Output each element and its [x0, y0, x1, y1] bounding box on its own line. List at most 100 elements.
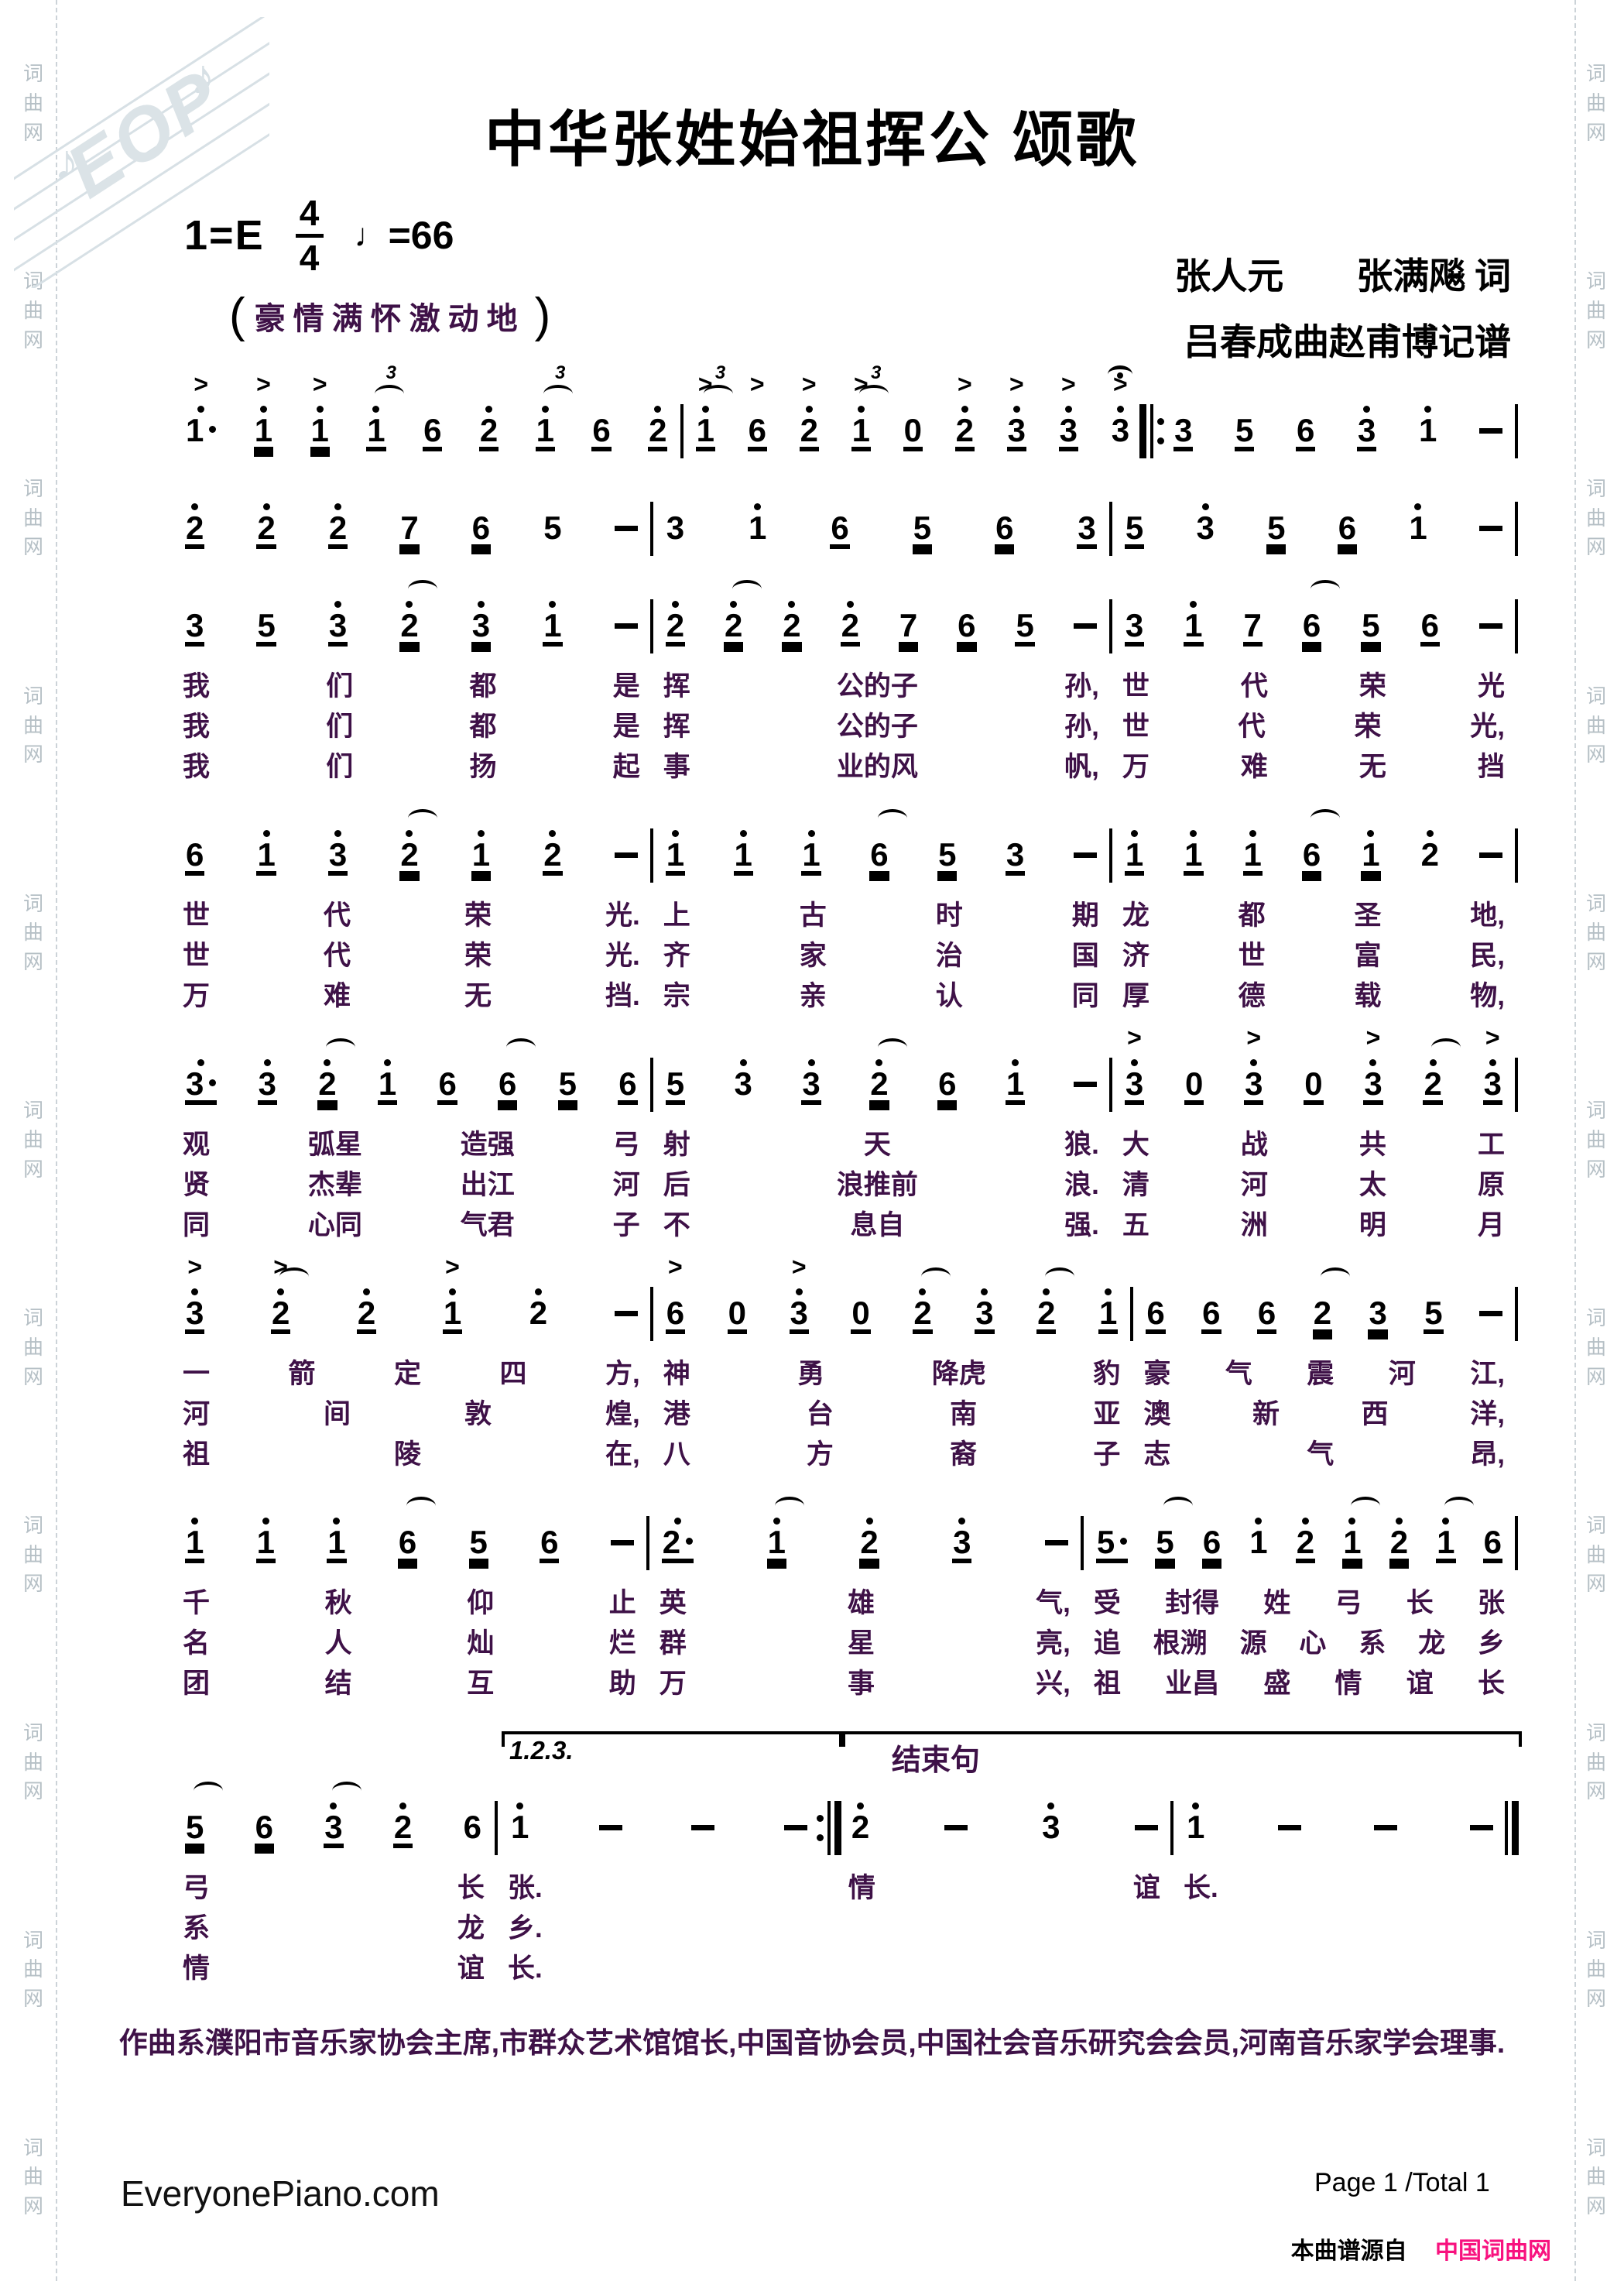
note: >2 — [955, 370, 975, 457]
note: 1 — [1184, 599, 1203, 652]
note-digit: 6 — [666, 1295, 685, 1331]
note — [1374, 1801, 1398, 1830]
note: 2 — [782, 599, 801, 652]
lyric-word: 河 — [1240, 1170, 1268, 1200]
octave-dot — [701, 406, 709, 413]
note: 1 — [378, 1058, 397, 1110]
barline-stroke — [1514, 1287, 1518, 1341]
barline-stroke — [1108, 828, 1112, 883]
lyric-line: 世 代 荣 光. — [176, 938, 646, 974]
octave-dot-above — [485, 404, 492, 414]
note-digit: 7 — [400, 509, 419, 546]
note-digit: 6 — [423, 412, 442, 448]
note: >3 — [1108, 365, 1133, 457]
octave-dot-above — [1250, 1058, 1258, 1068]
octave-dot-above — [1489, 1058, 1496, 1068]
note-digit: 3 — [975, 1295, 994, 1331]
octave-dot — [1116, 406, 1124, 413]
lyric-word: 时 — [935, 900, 963, 931]
note: 1 — [1249, 1516, 1268, 1569]
page-number: Page 1 /Total 1 — [1314, 2168, 1490, 2197]
octave-dot-above — [981, 1287, 988, 1297]
octave-dot-above — [671, 828, 679, 839]
octave-dot-above — [1348, 1516, 1356, 1526]
octave-dot-above — [1105, 1287, 1112, 1297]
expression-text: 豪情满怀激动地 — [254, 301, 526, 336]
fermata-mark — [1108, 365, 1133, 383]
note-digit: 3 — [1125, 1065, 1144, 1102]
lyric-word: 们 — [326, 752, 354, 782]
octave-dot — [919, 1288, 927, 1295]
measure: 5 6 3 2 6 — [176, 1767, 491, 1855]
lyric-line: 千秋仰止 — [176, 1586, 642, 1621]
lyric-word: 烂 — [608, 1628, 636, 1658]
note: 2 — [543, 828, 562, 881]
held-note-dash — [1073, 623, 1097, 629]
lyric-word: 源 — [1239, 1628, 1267, 1658]
note: 1 — [1418, 404, 1437, 457]
lyric-word: 长. — [1183, 1873, 1218, 1903]
lyric-word: 世 — [1122, 671, 1149, 701]
lyric-line: 贤 杰辈 出江 河 — [176, 1168, 646, 1203]
barline-stroke — [646, 1516, 649, 1570]
note: 6 — [1296, 404, 1315, 457]
barline-stroke — [1108, 1058, 1112, 1112]
note: 5 — [1266, 502, 1286, 554]
note-digit: 3 — [258, 1065, 276, 1102]
octave-dot-above — [795, 1287, 803, 1297]
note: 5 — [256, 599, 276, 652]
lyric-word: 港 — [663, 1399, 690, 1429]
octave-dot — [477, 830, 485, 837]
lyric-word: 南 — [950, 1399, 978, 1429]
paren-close: ) — [534, 289, 551, 342]
octave-dot — [384, 1059, 391, 1066]
lyric-word: 雄 — [847, 1588, 875, 1618]
note-digit: 1 — [310, 412, 329, 448]
lyric-line: 我们都是 — [176, 709, 646, 745]
measure: 3 5 6 3 1 — [1165, 370, 1511, 458]
note: 1 — [471, 828, 491, 881]
lyric-line: 宗亲认同 — [657, 979, 1105, 1014]
lyric-word: 世 — [1238, 941, 1266, 971]
accent-mark: > — [1485, 1024, 1500, 1051]
octave-dot — [549, 601, 557, 608]
octave-dot-above — [1012, 404, 1020, 414]
octave-dot-above — [807, 1058, 815, 1068]
lyric-word: 在, — [605, 1439, 640, 1470]
note-digit: 3 — [1483, 1065, 1502, 1102]
note-digit: 7 — [1243, 607, 1262, 643]
octave-dot-above — [448, 1287, 456, 1297]
lyric-line: 情谊 — [842, 1871, 1167, 1906]
slur-arc — [406, 1497, 436, 1515]
lyric-word: 谊 — [457, 1953, 485, 1984]
watermark-text: 词曲网 — [1585, 62, 1606, 144]
octave-dot — [1250, 1059, 1258, 1066]
note-digit: 1 — [1006, 1065, 1025, 1102]
lyric-word: 子 — [612, 1210, 640, 1240]
note-digit: 1 — [734, 836, 752, 873]
note: 2 — [185, 502, 204, 554]
lyric-word: 张. — [507, 1873, 543, 1903]
note-digit: 1 — [1243, 836, 1262, 873]
note: 3 — [952, 1516, 971, 1569]
note: 5 — [666, 1058, 685, 1110]
ending-label: 结束句 — [891, 1744, 980, 1777]
lyric-word: 扬 — [469, 752, 497, 782]
lyric-word: 我 — [183, 752, 211, 782]
lyric-line: 祖 陵 在, — [176, 1437, 646, 1473]
octave-dot-above — [671, 599, 679, 609]
note: 6 — [1302, 580, 1340, 652]
lyric-word: 西 — [1361, 1399, 1389, 1429]
lyric-word: 挥 — [663, 671, 690, 701]
note: 6 — [869, 809, 907, 881]
lyric-word: 杰辈 — [307, 1170, 362, 1200]
lyric-word: 结 — [324, 1669, 352, 1699]
note-digit: 3 — [1245, 1065, 1263, 1102]
note-digit: 5 — [1267, 509, 1286, 546]
left-watermark-column: 词曲网词曲网词曲网词曲网词曲网词曲网词曲网词曲网词曲网词曲网词曲网 — [11, 0, 57, 2281]
measure: 3 1 7 6 5 6 — [1116, 565, 1511, 653]
note: >3 — [1007, 370, 1026, 457]
note: 3 — [975, 1287, 994, 1339]
time-signature: 4 4 — [295, 195, 324, 276]
lyric-word: 孙, — [1064, 712, 1099, 742]
